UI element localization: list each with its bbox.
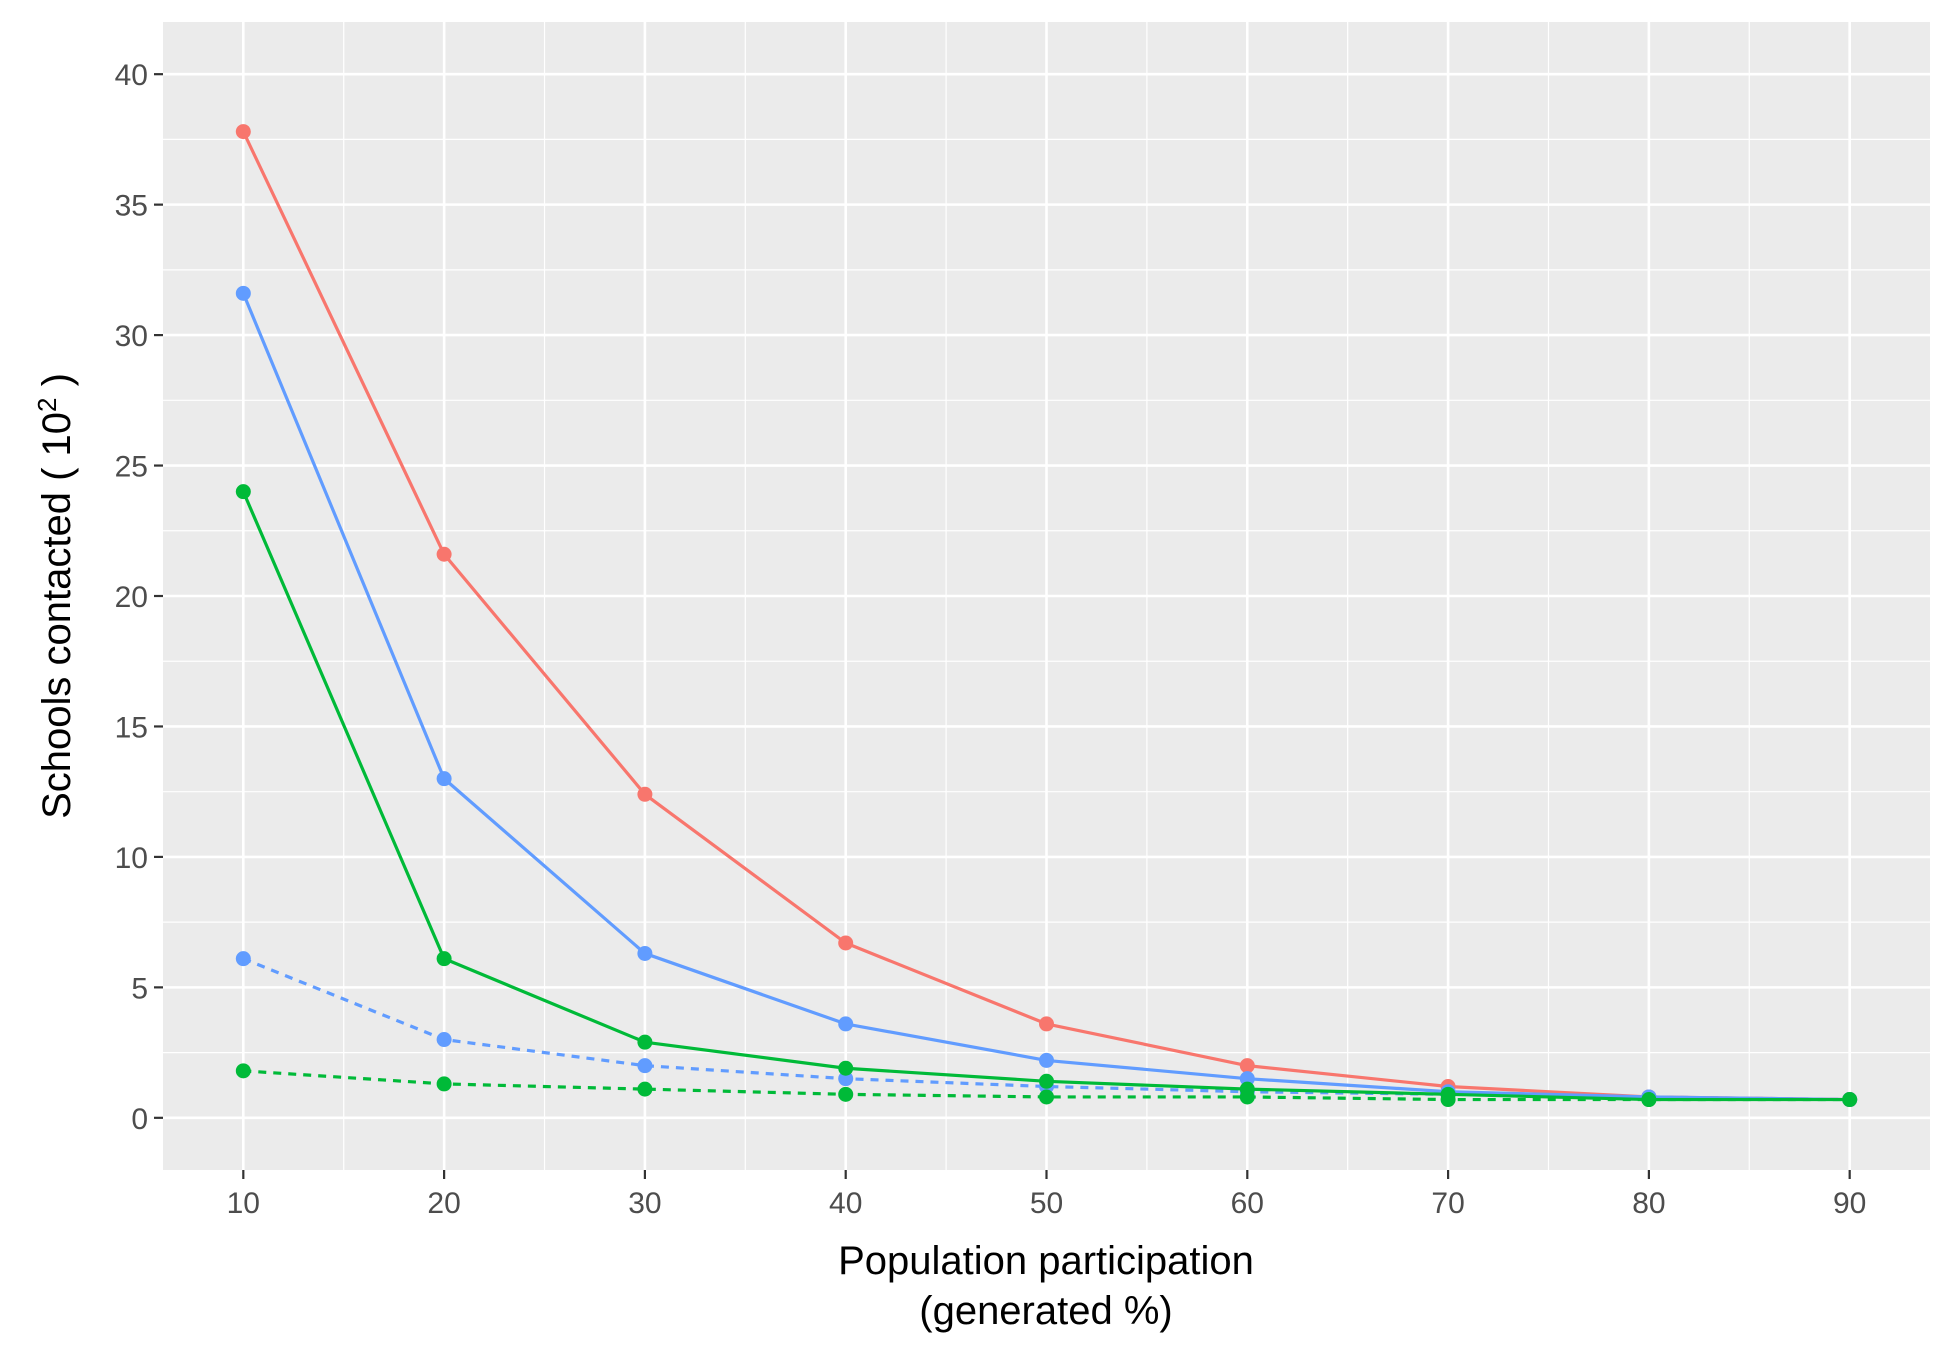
x-tick-label: 90 [1833, 1187, 1866, 1220]
series-point [235, 951, 251, 967]
series-point [637, 786, 653, 802]
series-point [235, 484, 251, 500]
y-tick-label: 10 [115, 842, 148, 875]
series-point [838, 1016, 854, 1032]
series-point [436, 951, 452, 967]
y-tick-label: 5 [131, 972, 148, 1005]
y-tick-label: 0 [131, 1103, 148, 1136]
series-point [1239, 1071, 1255, 1087]
y-tick-label: 30 [115, 320, 148, 353]
series-point [436, 546, 452, 562]
y-axis-title-suffix: ) [35, 373, 79, 397]
series-point [1039, 1052, 1054, 1068]
series-point [235, 1063, 251, 1079]
series-point [838, 935, 854, 951]
x-tick-label: 20 [427, 1187, 460, 1220]
x-tick-label: 80 [1632, 1187, 1665, 1220]
series-point [1039, 1016, 1054, 1032]
series-point [436, 771, 452, 787]
y-axis-title-superscript: 2 [32, 398, 62, 412]
series-point [1239, 1058, 1255, 1074]
y-tick-label: 25 [115, 451, 148, 484]
series-point [1239, 1081, 1255, 1097]
x-axis-title-line-1: Population participation [838, 1239, 1254, 1283]
series-point [1641, 1092, 1657, 1108]
series-point [838, 1060, 854, 1076]
series-point [235, 124, 251, 140]
major-gridlines [163, 22, 1930, 1170]
series-point [436, 1076, 452, 1092]
y-tick-label: 15 [115, 711, 148, 744]
series-point [838, 1086, 854, 1102]
x-tick-label: 50 [1030, 1187, 1063, 1220]
y-axis-title-text: Schools contacted ( 10 [35, 412, 79, 819]
series-layer [235, 124, 1858, 1108]
series-point [1039, 1073, 1054, 1089]
series-point [637, 1034, 653, 1050]
series-point [1039, 1089, 1054, 1105]
y-tick-label: 40 [115, 59, 148, 92]
x-axis: 10 20 30 40 50 60 70 80 90 [227, 1170, 1866, 1220]
y-tick-label: 35 [115, 190, 148, 223]
x-tick-label: 40 [829, 1187, 862, 1220]
x-tick-label: 30 [628, 1187, 661, 1220]
series-point [637, 1058, 653, 1074]
series-point [637, 945, 653, 961]
series-point [1842, 1092, 1858, 1108]
y-axis: 0 5 10 15 20 25 30 35 40 [115, 59, 163, 1136]
x-axis-title-line-2: (generated %) [919, 1289, 1172, 1333]
series-point [235, 285, 251, 301]
y-axis-title: Schools contacted ( 102 ) [32, 373, 79, 819]
series-point [436, 1032, 452, 1048]
x-tick-label: 70 [1431, 1187, 1464, 1220]
series-point [838, 1071, 854, 1087]
series-point [637, 1081, 653, 1097]
x-tick-label: 10 [227, 1187, 260, 1220]
y-tick-label: 20 [115, 581, 148, 614]
x-tick-label: 60 [1231, 1187, 1264, 1220]
series-line [243, 1069, 1850, 1102]
series-point [1440, 1086, 1456, 1102]
